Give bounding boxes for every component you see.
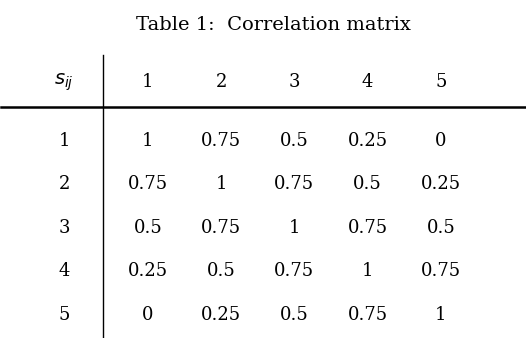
Text: 0.75: 0.75 xyxy=(201,131,241,149)
Text: 1: 1 xyxy=(142,73,154,91)
Text: 0.25: 0.25 xyxy=(201,306,241,324)
Text: 1: 1 xyxy=(289,219,300,237)
Text: 2: 2 xyxy=(216,73,227,91)
Text: 0.75: 0.75 xyxy=(201,219,241,237)
Text: 0: 0 xyxy=(435,131,447,149)
Text: 1: 1 xyxy=(58,131,70,149)
Text: 5: 5 xyxy=(58,306,70,324)
Text: 5: 5 xyxy=(435,73,447,91)
Text: 0.25: 0.25 xyxy=(128,262,168,280)
Text: 1: 1 xyxy=(142,131,154,149)
Text: 2: 2 xyxy=(58,175,70,193)
Text: 3: 3 xyxy=(58,219,70,237)
Text: 0.25: 0.25 xyxy=(348,131,388,149)
Text: 0.75: 0.75 xyxy=(275,262,315,280)
Text: 3: 3 xyxy=(289,73,300,91)
Text: 1: 1 xyxy=(435,306,447,324)
Text: 0.5: 0.5 xyxy=(427,219,456,237)
Text: 0.5: 0.5 xyxy=(207,262,236,280)
Text: Table 1:  Correlation matrix: Table 1: Correlation matrix xyxy=(136,16,411,34)
Text: 0.75: 0.75 xyxy=(128,175,168,193)
Text: 0.75: 0.75 xyxy=(275,175,315,193)
Text: 4: 4 xyxy=(362,73,373,91)
Text: 1: 1 xyxy=(362,262,373,280)
Text: 0.5: 0.5 xyxy=(280,306,309,324)
Text: 0.5: 0.5 xyxy=(353,175,382,193)
Text: 0.5: 0.5 xyxy=(280,131,309,149)
Text: 0.5: 0.5 xyxy=(134,219,162,237)
Text: 0.75: 0.75 xyxy=(421,262,461,280)
Text: 0.25: 0.25 xyxy=(421,175,461,193)
Text: 0.75: 0.75 xyxy=(348,219,388,237)
Text: 4: 4 xyxy=(58,262,70,280)
Text: 0: 0 xyxy=(142,306,154,324)
Text: 1: 1 xyxy=(215,175,227,193)
Text: $s_{ij}$: $s_{ij}$ xyxy=(54,71,74,93)
Text: 0.75: 0.75 xyxy=(348,306,388,324)
